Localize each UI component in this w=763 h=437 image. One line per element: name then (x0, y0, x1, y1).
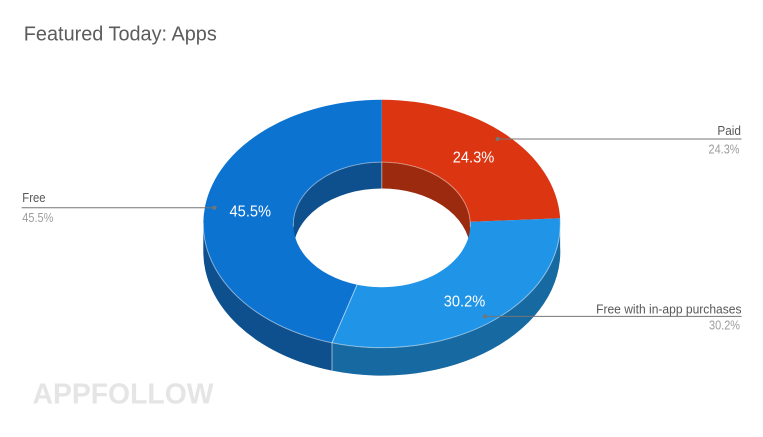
svg-text:45.5%: 45.5% (22, 211, 53, 225)
svg-text:Featured Today: Apps: Featured Today: Apps (24, 22, 217, 45)
svg-text:Free with in-app purchases: Free with in-app purchases (596, 302, 741, 316)
svg-text:Free: Free (22, 191, 45, 205)
svg-text:24.3%: 24.3% (453, 149, 495, 166)
svg-text:APPFOLLOW: APPFOLLOW (33, 378, 215, 410)
svg-text:45.5%: 45.5% (230, 204, 272, 221)
svg-text:30.2%: 30.2% (444, 293, 486, 310)
svg-text:Paid: Paid (717, 124, 741, 138)
svg-text:30.2%: 30.2% (709, 318, 740, 332)
svg-text:24.3%: 24.3% (709, 142, 740, 156)
